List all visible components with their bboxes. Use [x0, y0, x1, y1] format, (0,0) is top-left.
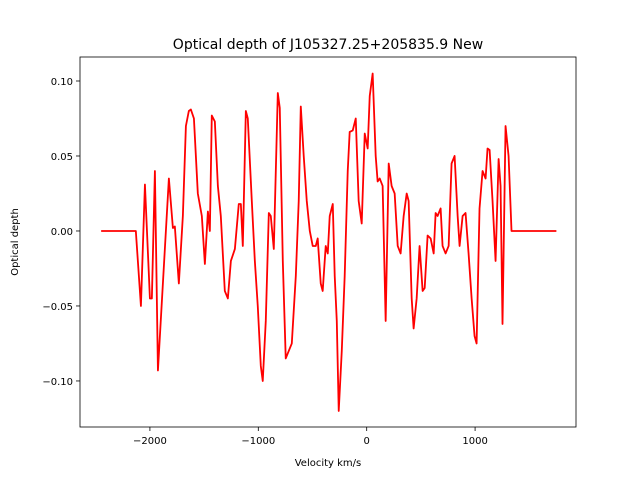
- y-axis-label: Optical depth: [10, 208, 21, 276]
- x-tick-label: 0: [364, 436, 370, 447]
- x-axis-label: Velocity km/s: [295, 458, 362, 469]
- y-tick-label: 0.05: [51, 152, 73, 163]
- y-tick-label: 0.10: [51, 77, 73, 88]
- plot-frame: [79, 56, 577, 428]
- y-tick-label: 0.00: [51, 227, 73, 238]
- x-tick-label: −1000: [241, 436, 275, 447]
- x-tick-label: 1000: [462, 436, 487, 447]
- chart-title: Optical depth of J105327.25+205835.9 New: [173, 37, 483, 53]
- data-line: [101, 72, 557, 412]
- y-tick-label: −0.10: [42, 377, 73, 388]
- x-tick-label: −2000: [133, 436, 167, 447]
- y-tick-label: −0.05: [42, 302, 73, 313]
